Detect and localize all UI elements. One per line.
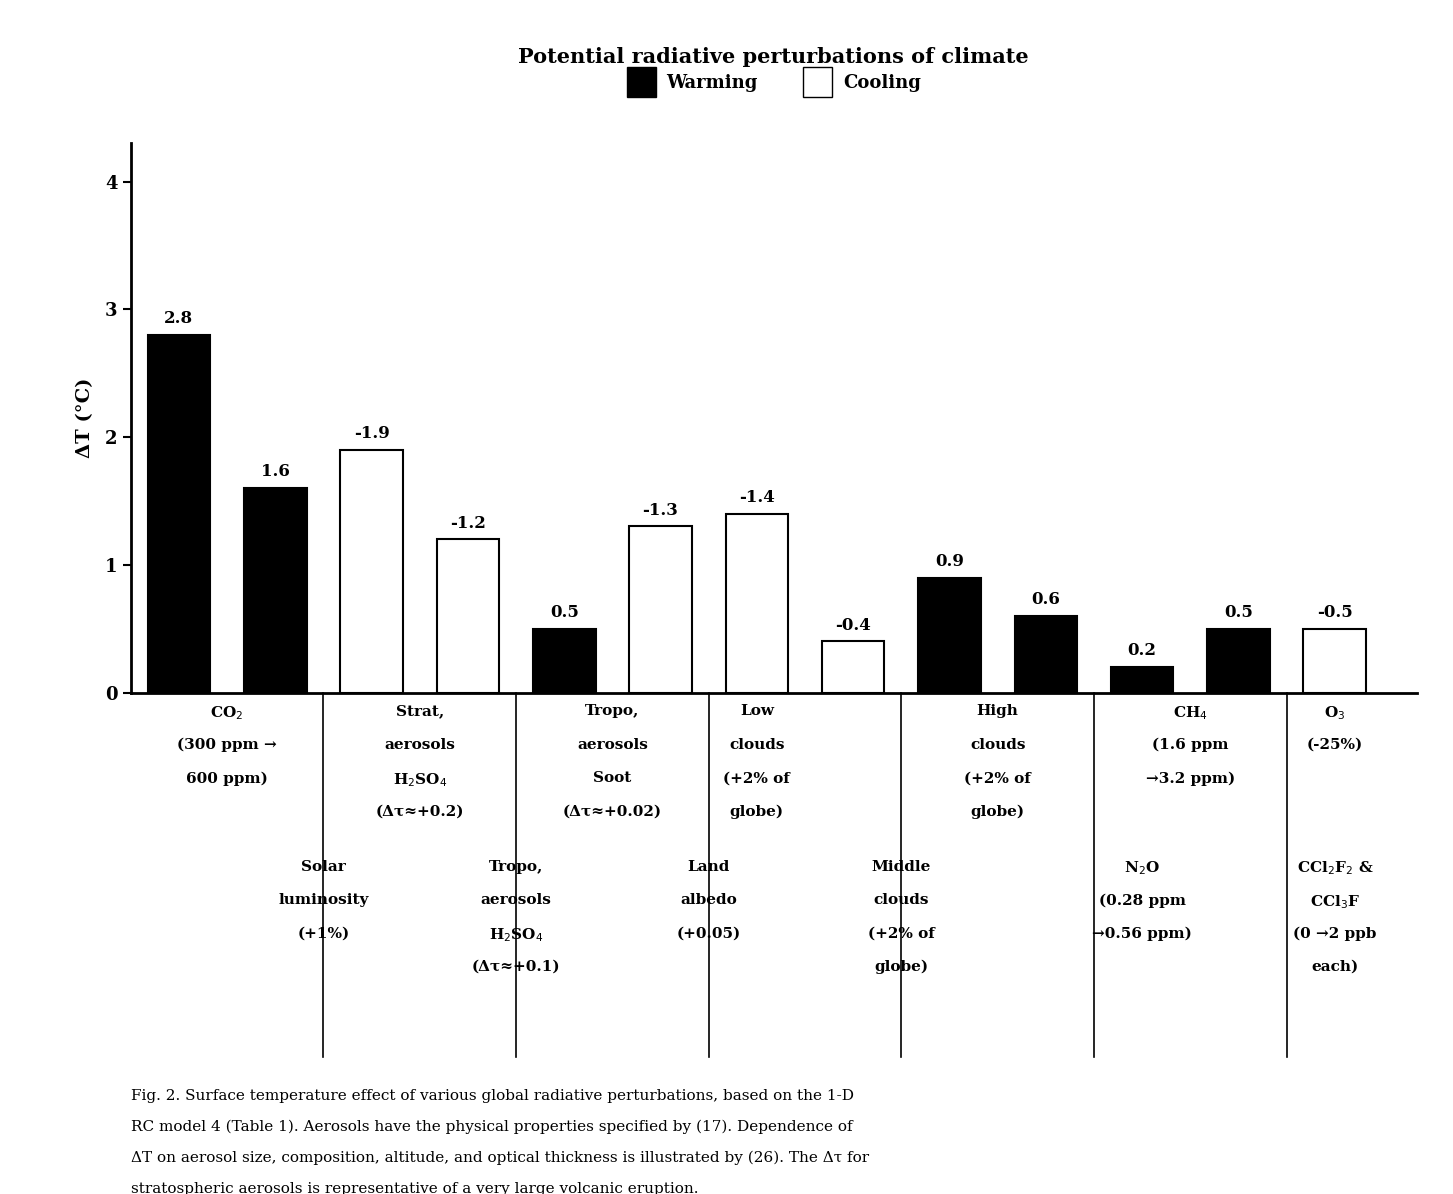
Text: -1.2: -1.2	[450, 515, 485, 531]
Text: aerosols: aerosols	[384, 738, 455, 752]
Text: (+2% of: (+2% of	[724, 771, 790, 786]
Text: 600 ppm): 600 ppm)	[186, 771, 267, 786]
Text: 0.9: 0.9	[936, 553, 963, 570]
Text: Low: Low	[740, 704, 774, 719]
Text: aerosols: aerosols	[481, 893, 552, 907]
Text: RC model 4 (Table 1). Aerosols have the physical properties specified by (17). D: RC model 4 (Table 1). Aerosols have the …	[131, 1120, 853, 1134]
Text: Land: Land	[687, 860, 729, 874]
Text: Middle: Middle	[872, 860, 931, 874]
Text: (+2% of: (+2% of	[867, 927, 934, 941]
Bar	[629, 527, 692, 693]
Bar	[822, 641, 885, 693]
Text: CO$_2$: CO$_2$	[211, 704, 244, 722]
Text: H$_2$SO$_4$: H$_2$SO$_4$	[488, 927, 543, 944]
Text: Tropo,: Tropo,	[586, 704, 639, 719]
Text: aerosols: aerosols	[577, 738, 648, 752]
Text: (+2% of: (+2% of	[965, 771, 1032, 786]
Text: →3.2 ppm): →3.2 ppm)	[1146, 771, 1235, 786]
Text: globe): globe)	[729, 805, 785, 819]
Bar	[533, 629, 596, 693]
Legend: Warming, Cooling: Warming, Cooling	[626, 67, 921, 98]
Text: CH$_4$: CH$_4$	[1173, 704, 1207, 722]
Text: (Δτ≈+0.1): (Δτ≈+0.1)	[472, 960, 561, 974]
Text: (0 →2 ppb: (0 →2 ppb	[1293, 927, 1376, 941]
Text: CCl$_2$F$_2$ &: CCl$_2$F$_2$ &	[1296, 860, 1373, 878]
Text: -0.5: -0.5	[1316, 604, 1353, 621]
Text: (-25%): (-25%)	[1306, 738, 1363, 752]
Text: -1.4: -1.4	[740, 490, 774, 506]
Text: (1.6 ppm: (1.6 ppm	[1152, 738, 1229, 752]
Text: (300 ppm →: (300 ppm →	[177, 738, 278, 752]
Text: globe): globe)	[971, 805, 1024, 819]
Text: (+1%): (+1%)	[298, 927, 350, 941]
Text: 0.5: 0.5	[1223, 604, 1252, 621]
Text: -1.9: -1.9	[353, 425, 389, 442]
Text: H$_2$SO$_4$: H$_2$SO$_4$	[392, 771, 448, 789]
Text: CCl$_3$F: CCl$_3$F	[1309, 893, 1360, 911]
Text: (0.28 ppm: (0.28 ppm	[1098, 893, 1186, 907]
Bar	[340, 450, 402, 693]
Text: 2.8: 2.8	[164, 310, 193, 327]
Text: 0.5: 0.5	[549, 604, 578, 621]
Text: albedo: albedo	[680, 893, 737, 907]
Text: 1.6: 1.6	[262, 463, 289, 480]
Text: 0.2: 0.2	[1128, 642, 1157, 659]
Text: Tropo,: Tropo,	[488, 860, 543, 874]
Text: globe): globe)	[875, 960, 928, 974]
Text: each): each)	[1311, 960, 1359, 974]
Text: ΔT on aerosol size, composition, altitude, and optical thickness is illustrated : ΔT on aerosol size, composition, altitud…	[131, 1151, 869, 1165]
Bar	[244, 488, 307, 693]
Bar	[1207, 629, 1270, 693]
Text: 0.6: 0.6	[1032, 591, 1061, 608]
Text: Solar: Solar	[301, 860, 346, 874]
Text: (Δτ≈+0.2): (Δτ≈+0.2)	[375, 805, 464, 819]
Text: Soot: Soot	[593, 771, 632, 786]
Text: clouds: clouds	[873, 893, 928, 907]
Bar	[1303, 629, 1366, 693]
Title: Potential radiative perturbations of climate: Potential radiative perturbations of cli…	[519, 47, 1029, 67]
Bar	[436, 540, 500, 693]
Text: Fig. 2. Surface temperature effect of various global radiative perturbations, ba: Fig. 2. Surface temperature effect of va…	[131, 1089, 854, 1103]
Text: →0.56 ppm): →0.56 ppm)	[1093, 927, 1191, 941]
Text: clouds: clouds	[971, 738, 1026, 752]
Bar	[1112, 667, 1174, 693]
Text: Strat,: Strat,	[395, 704, 443, 719]
Text: clouds: clouds	[729, 738, 785, 752]
Y-axis label: ΔT (°C): ΔT (°C)	[76, 377, 94, 458]
Text: stratospheric aerosols is representative of a very large volcanic eruption.: stratospheric aerosols is representative…	[131, 1182, 699, 1194]
Text: O$_3$: O$_3$	[1324, 704, 1345, 722]
Bar	[725, 513, 788, 693]
Text: (+0.05): (+0.05)	[677, 927, 741, 941]
Text: High: High	[976, 704, 1019, 719]
Bar	[1014, 616, 1077, 693]
Text: luminosity: luminosity	[278, 893, 369, 907]
Bar	[918, 578, 981, 693]
Text: N$_2$O: N$_2$O	[1125, 860, 1159, 878]
Bar	[148, 334, 211, 693]
Text: -1.3: -1.3	[642, 501, 679, 519]
Text: -0.4: -0.4	[835, 617, 870, 634]
Text: (Δτ≈+0.02): (Δτ≈+0.02)	[562, 805, 663, 819]
